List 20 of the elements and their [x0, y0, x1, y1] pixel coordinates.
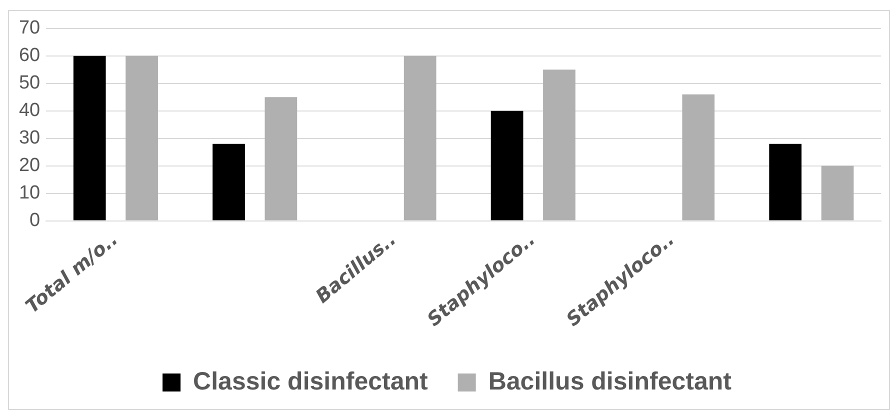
bar: [821, 166, 854, 220]
y-tick-label: 0: [30, 210, 40, 232]
bar: [264, 97, 298, 220]
y-tick-label: 70: [18, 18, 40, 39]
y-tick-label: 20: [18, 155, 40, 176]
y-tick-label: 50: [18, 72, 40, 94]
y-tick-label: 30: [18, 128, 40, 149]
bar: [769, 144, 802, 220]
legend-label: Classic disinfectant: [193, 367, 429, 396]
y-tick-label: 10: [18, 182, 40, 204]
bar: [73, 56, 106, 220]
y-tick-label: 40: [18, 100, 40, 122]
legend-label: Bacillus disinfectant: [488, 367, 732, 396]
bar: [543, 70, 576, 220]
bar: [490, 110, 524, 220]
bar: [212, 144, 245, 220]
bar: [404, 56, 436, 220]
y-tick-label: 60: [18, 45, 40, 66]
bar: [126, 56, 158, 220]
bar: [682, 94, 715, 220]
